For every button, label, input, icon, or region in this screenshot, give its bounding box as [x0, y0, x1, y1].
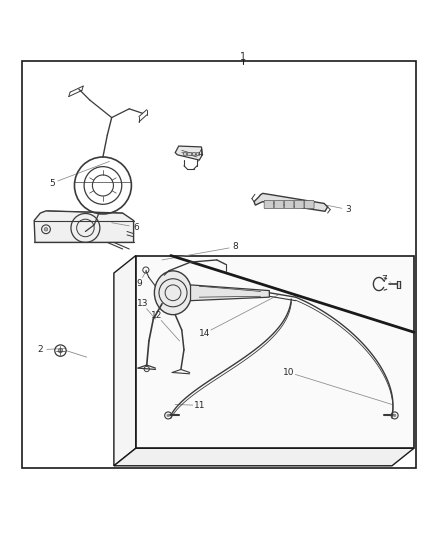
Bar	[192, 152, 195, 155]
Text: 1: 1	[240, 52, 246, 62]
Circle shape	[393, 414, 396, 417]
Bar	[187, 152, 191, 155]
FancyBboxPatch shape	[304, 200, 314, 209]
FancyBboxPatch shape	[264, 200, 274, 209]
Text: 6: 6	[133, 223, 139, 231]
Polygon shape	[175, 146, 202, 160]
Polygon shape	[254, 193, 328, 211]
Bar	[196, 152, 199, 155]
FancyBboxPatch shape	[274, 200, 284, 209]
Circle shape	[44, 228, 48, 231]
Text: 8: 8	[233, 243, 239, 251]
Text: 4: 4	[198, 149, 203, 158]
Text: 5: 5	[49, 179, 55, 188]
Text: 11: 11	[194, 401, 205, 410]
Polygon shape	[114, 448, 414, 466]
Ellipse shape	[154, 271, 192, 314]
Text: 12: 12	[151, 311, 162, 320]
FancyBboxPatch shape	[284, 200, 294, 209]
Text: 13: 13	[137, 299, 148, 308]
Text: 10: 10	[283, 368, 295, 377]
Text: 7: 7	[381, 275, 388, 284]
Circle shape	[58, 349, 63, 353]
Polygon shape	[191, 285, 269, 301]
Text: 3: 3	[345, 205, 351, 214]
Text: 9: 9	[136, 279, 142, 288]
Text: 14: 14	[199, 328, 211, 337]
Circle shape	[167, 414, 170, 417]
Bar	[136, 255, 414, 448]
Text: 2: 2	[38, 345, 43, 354]
FancyBboxPatch shape	[294, 200, 304, 209]
Bar	[183, 152, 186, 155]
Polygon shape	[114, 255, 136, 466]
Polygon shape	[34, 211, 134, 243]
